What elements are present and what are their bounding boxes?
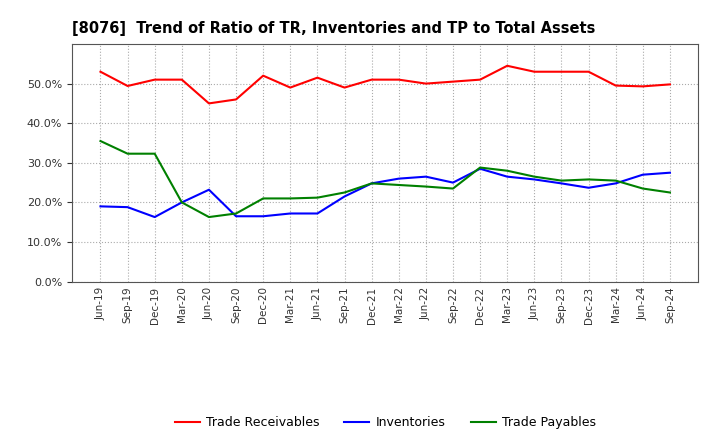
- Inventories: [259, 214, 268, 219]
- Trade Receivables: [421, 81, 430, 86]
- Inventories: [178, 200, 186, 205]
- Trade Payables: [367, 181, 376, 186]
- Trade Receivables: [96, 69, 105, 74]
- Trade Payables: [96, 138, 105, 143]
- Inventories: [665, 170, 674, 175]
- Trade Receivables: [341, 85, 349, 90]
- Trade Payables: [286, 196, 294, 201]
- Inventories: [476, 166, 485, 171]
- Trade Receivables: [204, 101, 213, 106]
- Inventories: [557, 181, 566, 186]
- Inventories: [584, 185, 593, 191]
- Trade Payables: [313, 195, 322, 200]
- Inventories: [421, 174, 430, 180]
- Trade Receivables: [232, 97, 240, 102]
- Line: Trade Receivables: Trade Receivables: [101, 66, 670, 103]
- Inventories: [395, 176, 403, 181]
- Inventories: [367, 181, 376, 186]
- Trade Payables: [259, 196, 268, 201]
- Trade Receivables: [476, 77, 485, 82]
- Trade Receivables: [639, 84, 647, 89]
- Trade Receivables: [123, 83, 132, 88]
- Trade Payables: [395, 182, 403, 187]
- Inventories: [530, 177, 539, 182]
- Inventories: [204, 187, 213, 192]
- Trade Receivables: [557, 69, 566, 74]
- Inventories: [313, 211, 322, 216]
- Inventories: [341, 194, 349, 199]
- Text: [8076]  Trend of Ratio of TR, Inventories and TP to Total Assets: [8076] Trend of Ratio of TR, Inventories…: [72, 21, 595, 36]
- Trade Payables: [421, 184, 430, 189]
- Trade Payables: [639, 186, 647, 191]
- Trade Receivables: [150, 77, 159, 82]
- Trade Receivables: [584, 69, 593, 74]
- Legend: Trade Receivables, Inventories, Trade Payables: Trade Receivables, Inventories, Trade Pa…: [170, 411, 600, 434]
- Trade Payables: [449, 186, 457, 191]
- Inventories: [232, 214, 240, 219]
- Trade Receivables: [286, 85, 294, 90]
- Trade Receivables: [259, 73, 268, 78]
- Trade Payables: [204, 214, 213, 220]
- Trade Payables: [341, 190, 349, 195]
- Inventories: [286, 211, 294, 216]
- Trade Payables: [530, 174, 539, 180]
- Trade Receivables: [313, 75, 322, 80]
- Trade Receivables: [665, 82, 674, 87]
- Trade Receivables: [395, 77, 403, 82]
- Inventories: [503, 174, 511, 180]
- Inventories: [123, 205, 132, 210]
- Inventories: [449, 180, 457, 185]
- Line: Trade Payables: Trade Payables: [101, 141, 670, 217]
- Trade Receivables: [530, 69, 539, 74]
- Trade Receivables: [178, 77, 186, 82]
- Inventories: [639, 172, 647, 177]
- Trade Payables: [150, 151, 159, 156]
- Trade Payables: [123, 151, 132, 156]
- Inventories: [611, 181, 620, 186]
- Trade Payables: [178, 200, 186, 205]
- Trade Payables: [232, 211, 240, 216]
- Trade Receivables: [611, 83, 620, 88]
- Trade Payables: [611, 178, 620, 183]
- Trade Receivables: [449, 79, 457, 84]
- Trade Payables: [665, 190, 674, 195]
- Trade Receivables: [503, 63, 511, 68]
- Trade Payables: [557, 178, 566, 183]
- Line: Inventories: Inventories: [101, 169, 670, 217]
- Inventories: [150, 214, 159, 220]
- Trade Payables: [476, 165, 485, 170]
- Inventories: [96, 204, 105, 209]
- Trade Payables: [503, 168, 511, 173]
- Trade Payables: [584, 177, 593, 182]
- Trade Receivables: [367, 77, 376, 82]
